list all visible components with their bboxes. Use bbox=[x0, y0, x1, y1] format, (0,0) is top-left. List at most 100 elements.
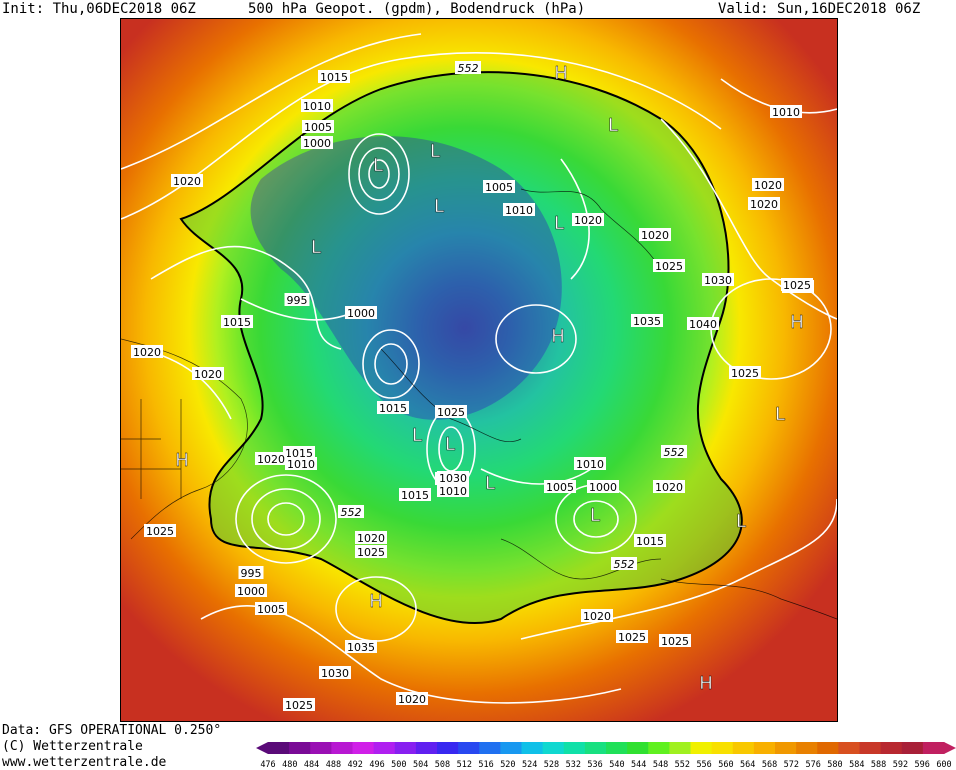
colorbar-swatch bbox=[331, 742, 353, 754]
isobar-label-text: 1005 bbox=[485, 181, 513, 194]
map-canvas: 1015101010051000995102010051010102010201… bbox=[121, 19, 837, 721]
isobar-label: 1030 bbox=[319, 666, 351, 680]
isobar-label-bg bbox=[255, 602, 287, 615]
colorbar-swatch bbox=[310, 742, 332, 754]
colorbar-tick-label: 476 bbox=[260, 760, 275, 770]
isobar-label-bg bbox=[653, 480, 685, 493]
high-pressure-center: H bbox=[554, 63, 568, 84]
isobar-label-bg bbox=[483, 180, 515, 193]
isobar-label-text: 1020 bbox=[574, 214, 602, 227]
isobar-label-bg bbox=[572, 213, 604, 226]
isobar-label: 1020 bbox=[572, 213, 604, 227]
isobar-label: 1010 bbox=[437, 484, 469, 498]
colorbar-swatch bbox=[415, 742, 438, 754]
colorbar-tick-label: 532 bbox=[566, 760, 581, 770]
isobar-label: 1025 bbox=[355, 545, 387, 559]
geopotential-labels: 552 552 552 552 bbox=[338, 61, 687, 571]
geopotential-label-text: 552 bbox=[614, 558, 635, 571]
isobar-label-bg bbox=[302, 120, 334, 133]
low-pressure-center: L bbox=[412, 425, 422, 446]
colorbar-swatch bbox=[500, 742, 522, 754]
weather-map[interactable]: 1015101010051000995102010051010102010201… bbox=[120, 18, 838, 722]
isobar-label-bg bbox=[301, 99, 333, 112]
colorbar-swatch bbox=[690, 742, 713, 754]
isobar-label: 1020 bbox=[653, 480, 685, 494]
isobar-label-bg bbox=[131, 345, 163, 358]
isobar-label: 995 bbox=[284, 293, 310, 307]
isobar-label-text: 1015 bbox=[636, 535, 664, 548]
isobar-label-text: 1015 bbox=[223, 316, 251, 329]
colorbar-swatch bbox=[437, 742, 459, 754]
colorbar-swatch bbox=[563, 742, 586, 754]
isobar-label-bg bbox=[781, 278, 813, 291]
colorbar-tick-label: 496 bbox=[369, 760, 384, 770]
isobar-label-bg bbox=[634, 534, 666, 547]
isobar-label-text: 1020 bbox=[257, 453, 285, 466]
colorbar-tick-label: 588 bbox=[871, 760, 886, 770]
isobar-label-text: 1025 bbox=[661, 635, 689, 648]
isobar-label-bg bbox=[144, 524, 176, 537]
isobar-label-text: 1035 bbox=[633, 315, 661, 328]
isobar-label: 1000 bbox=[301, 136, 333, 150]
isobar-label-text: 995 bbox=[287, 294, 308, 307]
init-time: Init: Thu,06DEC2018 06Z bbox=[2, 1, 196, 17]
isobar-label-text: 1020 bbox=[194, 368, 222, 381]
colorbar-swatch bbox=[817, 742, 839, 754]
colorbar-max-arrow bbox=[944, 742, 956, 754]
isobar-label-text: 1000 bbox=[589, 481, 617, 494]
colorbar-swatch bbox=[838, 742, 860, 754]
website-link[interactable]: www.wetterzentrale.de bbox=[2, 755, 167, 770]
high-pressure-center: H bbox=[790, 312, 804, 333]
isobar-label: 1010 bbox=[574, 457, 606, 471]
isobar-label-bg bbox=[729, 366, 761, 379]
isobar-label-text: 1010 bbox=[439, 485, 467, 498]
isobar-label-text: 1025 bbox=[618, 631, 646, 644]
colorbar-tick-label: 600 bbox=[936, 760, 951, 770]
isobar-label-bg bbox=[437, 471, 469, 484]
colorbar-tick-label: 516 bbox=[478, 760, 493, 770]
colorbar-swatch bbox=[479, 742, 501, 754]
isobar-label-text: 1025 bbox=[437, 406, 465, 419]
colorbar-swatch bbox=[732, 742, 755, 754]
colorbar-tick-label: 484 bbox=[304, 760, 319, 770]
isobar-label: 1020 bbox=[748, 197, 780, 211]
isobar-label-text: 1000 bbox=[303, 137, 331, 150]
colorbar-swatch bbox=[901, 742, 924, 754]
colorbar-swatch bbox=[922, 742, 945, 754]
colorbar-swatch bbox=[859, 742, 882, 754]
isobar-label-text: 1005 bbox=[546, 481, 574, 494]
colorbar-tick-label: 512 bbox=[457, 760, 472, 770]
isobar-label-text: 1015 bbox=[401, 489, 429, 502]
isobar-label: 1020 bbox=[171, 174, 203, 188]
isobar-label-bg bbox=[192, 367, 224, 380]
colorbar-tick-label: 528 bbox=[544, 760, 559, 770]
isobar-label-bg bbox=[639, 228, 671, 241]
isobar-label-text: 1010 bbox=[287, 458, 315, 471]
colorbar-tick-label: 488 bbox=[326, 760, 341, 770]
isobar-label: 1025 bbox=[144, 524, 176, 538]
isobar-label-bg bbox=[345, 640, 377, 653]
colorbar-swatch bbox=[289, 742, 311, 754]
isobar-label-text: 1020 bbox=[133, 346, 161, 359]
isobar-label-bg bbox=[283, 698, 315, 711]
contour-552 bbox=[179, 71, 743, 625]
colorbar-tick-label: 492 bbox=[348, 760, 363, 770]
colorbar-tick-label: 552 bbox=[675, 760, 690, 770]
colorbar-swatch bbox=[648, 742, 670, 754]
isobar-label-bg bbox=[355, 545, 387, 558]
colorbar: 476 480 484 488 492 496 500 504 508 512 516 520 524 5… bbox=[256, 742, 956, 770]
isobar-label-text: 1020 bbox=[357, 532, 385, 545]
low-pressure-center: L bbox=[554, 213, 564, 234]
isobar-label: 1030 bbox=[437, 471, 469, 485]
high-pressure-center: H bbox=[369, 591, 383, 612]
data-source: Data: GFS OPERATIONAL 0.250° bbox=[2, 723, 222, 738]
low-pressure-center: L bbox=[445, 434, 455, 455]
isobar-label: 1035 bbox=[631, 314, 663, 328]
colorbar-tick-label: 584 bbox=[849, 760, 864, 770]
colorbar-tick-label: 548 bbox=[653, 760, 668, 770]
isobar-label-text: 1020 bbox=[655, 481, 683, 494]
isobar-label-bg bbox=[221, 315, 253, 328]
isobar-label: 1015 bbox=[634, 534, 666, 548]
isobar-label-bg bbox=[653, 259, 685, 272]
colorbar-swatch bbox=[521, 742, 544, 754]
